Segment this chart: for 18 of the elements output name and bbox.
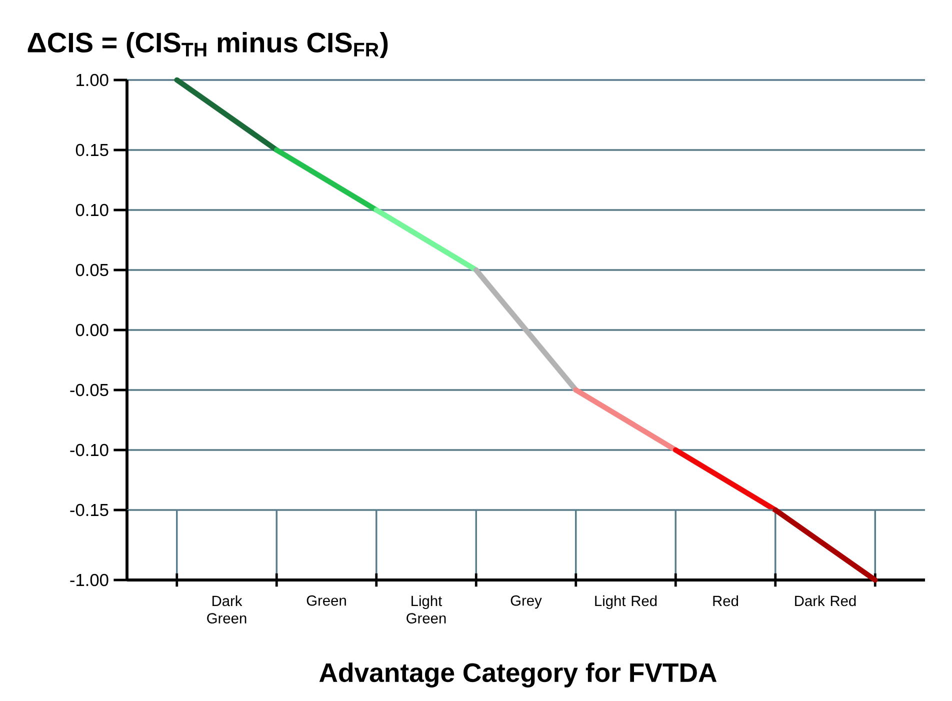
y-tick-label: -0.05: [70, 384, 108, 396]
text: Green: [306, 595, 346, 606]
y-tick-label: 0.10: [76, 204, 108, 216]
y-tick-label: -1.00: [70, 574, 108, 586]
y-tick-label: -0.15: [70, 504, 108, 516]
text: Grey: [510, 595, 542, 609]
text: Dark Red: [795, 595, 856, 606]
y-tick-label: 1.00: [76, 74, 108, 86]
text: Dark Green: [207, 595, 246, 624]
y-tick-label: -0.10: [70, 444, 108, 456]
text: Light Red: [595, 595, 657, 610]
chart-title: ΔCIS = (CIS$_{TH}$ minus CIS$_{FR}$): [28, 32, 388, 58]
text: Red: [713, 595, 738, 606]
text: Light Green: [406, 595, 446, 624]
x-axis-title: Advantage Category for FVTDA: [319, 662, 717, 688]
y-tick-label: 0.05: [76, 264, 108, 276]
y-tick-label: 0.15: [76, 144, 108, 156]
y-tick-label: 0.00: [76, 324, 108, 336]
